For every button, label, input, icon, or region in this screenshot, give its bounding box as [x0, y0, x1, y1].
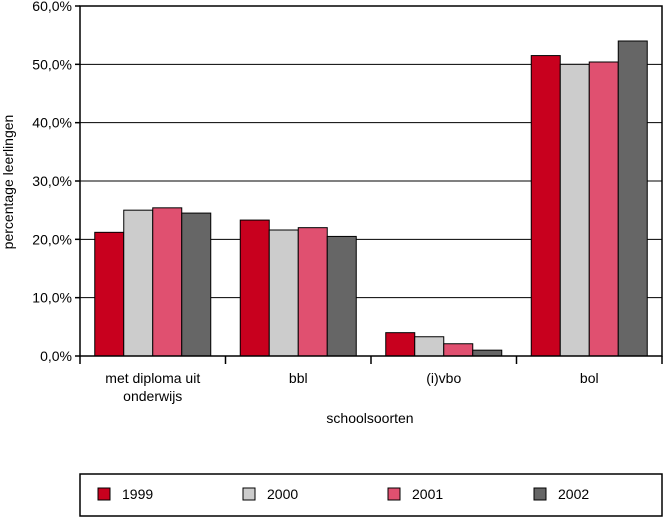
- category-label: bol: [580, 370, 599, 386]
- x-axis-title: schoolsoorten: [326, 410, 413, 426]
- y-axis-title: percentage leerlingen: [0, 115, 16, 250]
- bar-2001: [152, 207, 183, 357]
- bar-2000: [123, 209, 154, 357]
- legend-label-2001: 2001: [412, 486, 443, 502]
- bar-2001: [588, 61, 619, 357]
- legend-swatch-2000: [242, 487, 256, 501]
- category-label-line2: onderwijs: [123, 388, 182, 404]
- bar-1999: [94, 231, 125, 357]
- bar-1999: [385, 332, 416, 357]
- category-label: (i)vbo: [426, 370, 461, 386]
- legend-label-2000: 2000: [267, 486, 298, 502]
- y-tick-label: 20,0%: [32, 231, 72, 247]
- y-tick-label: 0,0%: [40, 348, 72, 364]
- bar-1999: [530, 55, 561, 357]
- y-tick-label: 10,0%: [32, 290, 72, 306]
- y-tick-label: 40,0%: [32, 115, 72, 131]
- bar-1999: [239, 219, 270, 357]
- legend-swatch-1999: [97, 487, 111, 501]
- y-tick-label: 30,0%: [32, 173, 72, 189]
- legend-label-2002: 2002: [558, 486, 589, 502]
- category-label: bbl: [289, 370, 308, 386]
- bar-2000: [559, 63, 590, 357]
- legend-swatch-2002: [533, 487, 547, 501]
- bar-2002: [181, 212, 212, 357]
- y-tick-label: 60,0%: [32, 0, 72, 14]
- bar-2000: [268, 229, 299, 357]
- legend-swatch-2001: [387, 487, 401, 501]
- bar-2001: [443, 343, 474, 357]
- bar-2002: [472, 349, 503, 357]
- bar-2001: [297, 227, 328, 357]
- bar-2002: [326, 235, 357, 357]
- legend-label-1999: 1999: [122, 486, 153, 502]
- y-tick-label: 50,0%: [32, 56, 72, 72]
- category-label: met diploma uit: [105, 370, 200, 386]
- bar-2002: [617, 40, 648, 357]
- bar-2000: [414, 336, 445, 357]
- legend: [79, 473, 663, 517]
